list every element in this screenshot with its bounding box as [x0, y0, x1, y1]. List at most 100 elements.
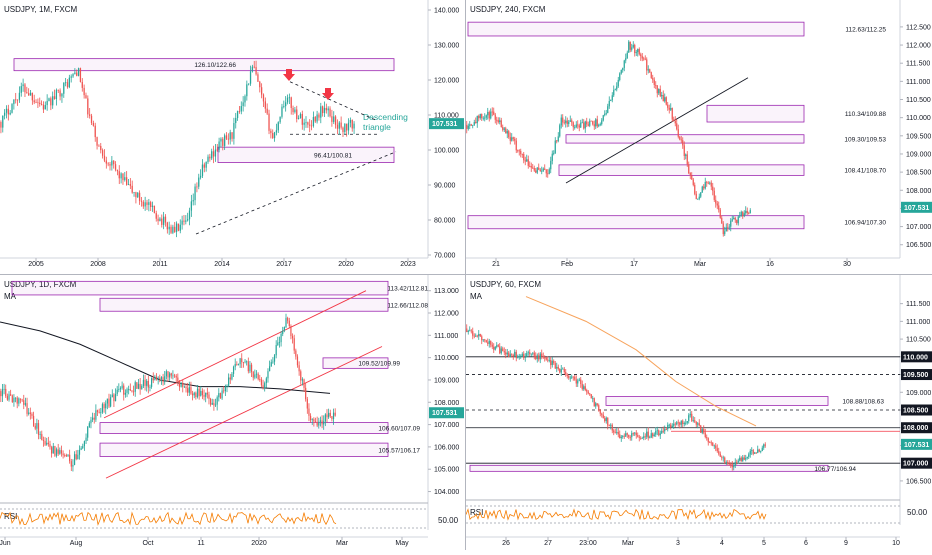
daily-candle [134, 382, 136, 392]
monthly-candle [151, 205, 154, 207]
h4-candle [721, 217, 723, 224]
monthly-candle [209, 156, 211, 159]
daily-candle [234, 364, 236, 367]
h4-candle [533, 167, 535, 171]
h4-candle [653, 79, 655, 85]
h4-candle [581, 122, 583, 124]
h1-candle [725, 462, 727, 463]
h1-candle [679, 422, 681, 425]
daily-chart[interactable]: USDJPY, 1D, FXCM MA RSI 50.00 113.000112… [0, 275, 465, 550]
monthly-candle [55, 89, 58, 99]
h1-candle [656, 430, 658, 432]
daily-candle [69, 454, 71, 462]
h1-candle [529, 352, 531, 355]
daily-candle [155, 376, 158, 379]
h1-candle [556, 366, 558, 369]
h1-candle [662, 430, 664, 432]
panel-h1[interactable]: USDJPY, 60, FXCM MA RSI 50.00 111.500 111… [465, 275, 932, 550]
daily-candle [64, 455, 66, 457]
y-tick-label: 70.000 [434, 253, 456, 260]
h1-chart[interactable]: USDJPY, 60, FXCM MA RSI 50.00 111.500 111… [465, 275, 932, 550]
daily-candle [193, 392, 195, 396]
daily-candle [219, 393, 222, 399]
h4-candle [560, 117, 562, 126]
daily-candle [136, 382, 138, 389]
h1-candle [661, 430, 663, 434]
h4-candle [523, 153, 525, 161]
support-resistance-zone [558, 164, 805, 176]
h4-candle [484, 117, 486, 119]
y-tick-label: 111.500 [906, 61, 930, 68]
monthly-candle [244, 96, 246, 103]
monthly-candle [277, 122, 279, 131]
daily-candle [282, 330, 284, 334]
x-tick-label: Aug [70, 540, 83, 547]
daily-candle [305, 387, 307, 400]
daily-candle [129, 389, 131, 391]
h1-candle [493, 346, 495, 350]
daily-candle [167, 371, 169, 378]
daily-candle [264, 383, 266, 389]
h4-candle [590, 120, 592, 122]
monthly-candle [333, 116, 335, 122]
y-tick-label: 108.500 [906, 170, 931, 177]
h1-candle [610, 424, 612, 426]
h1-candle [664, 429, 666, 432]
h1-candle [644, 436, 646, 438]
daily-candle [5, 388, 7, 397]
monthly-candle [94, 125, 96, 138]
daily-candle [213, 402, 215, 406]
h1-candle [488, 340, 490, 344]
h1-candle [692, 420, 694, 421]
daily-candle [39, 434, 41, 435]
h4-candle [502, 127, 504, 130]
h1-candle [509, 354, 511, 358]
h4-candle [667, 104, 669, 108]
h1-candle [472, 331, 474, 336]
monthly-candle [301, 114, 303, 125]
h1-candle [545, 357, 547, 360]
monthly-candle [111, 160, 113, 166]
monthly-candle [205, 161, 207, 168]
x-tick-label: 2017 [276, 261, 292, 268]
h4-candle [658, 88, 660, 94]
y-tick-label: 111.000 [906, 319, 930, 326]
h4-candle [664, 97, 666, 102]
daily-candle [210, 398, 212, 405]
h1-candle [758, 449, 760, 452]
monthly-candle [262, 94, 265, 102]
support-resistance-zone [99, 442, 389, 457]
daily-candle [151, 378, 153, 387]
panel-monthly[interactable]: USDJPY, 1M, FXCM Descending triangle 140… [0, 0, 465, 274]
h4-candle [727, 227, 729, 229]
panel-h4[interactable]: USDJPY, 240, FXCM 112.500 112.000 111.500 1… [466, 0, 932, 274]
daily-candle [144, 379, 146, 386]
monthly-chart[interactable]: USDJPY, 1M, FXCM Descending triangle 140… [0, 0, 465, 274]
daily-candle [275, 345, 277, 356]
monthly-candle [2, 115, 4, 128]
monthly-candle [323, 107, 326, 114]
daily-candle [331, 416, 333, 420]
h4-chart[interactable]: USDJPY, 240, FXCM 112.500 112.000 111.500 1… [466, 0, 932, 274]
triangle-upper-line [289, 81, 377, 121]
daily-candle [73, 454, 76, 465]
x-tick-label: 16 [766, 261, 774, 268]
h4-candle [578, 125, 580, 128]
monthly-candle [336, 124, 339, 129]
h4-candle [730, 220, 732, 227]
h4-candle [524, 160, 526, 162]
h1-candle [541, 353, 543, 357]
monthly-candle [114, 164, 117, 170]
h1-candle [476, 335, 478, 337]
h1-candle [506, 352, 508, 355]
monthly-candle [87, 98, 89, 115]
h4-candle [619, 73, 621, 80]
daily-candle [216, 397, 218, 405]
h1-candle [475, 335, 477, 337]
panel-daily[interactable]: USDJPY, 1D, FXCM MA RSI 50.00 113.000112… [0, 275, 465, 550]
monthly-candle [18, 92, 21, 100]
h1-candle [482, 339, 484, 341]
h1-candle [625, 433, 627, 437]
y-tick-label: 90.000 [434, 183, 456, 190]
channel-upper-line [103, 290, 367, 419]
